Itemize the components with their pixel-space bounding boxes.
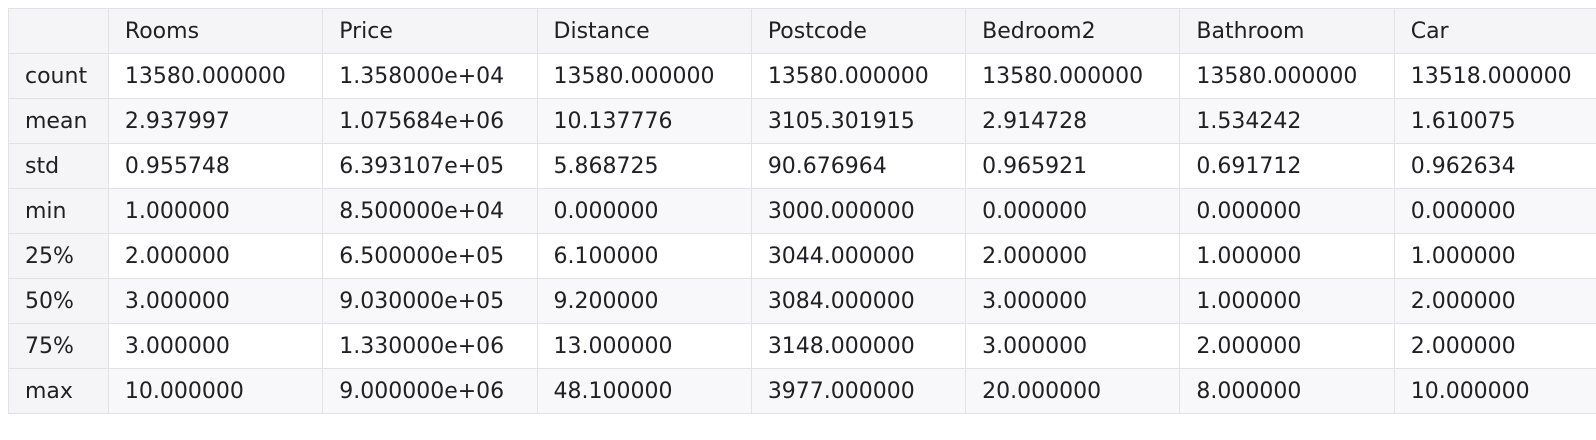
table-cell: 2.000000 <box>1179 323 1395 369</box>
table-cell: 1.358000e+04 <box>322 53 538 99</box>
table-cell: 13580.000000 <box>965 53 1181 99</box>
table-cell: 1.000000 <box>1179 278 1395 324</box>
table-row: std 0.955748 6.393107e+05 5.868725 90.67… <box>8 143 1596 189</box>
table-cell: 48.100000 <box>536 368 752 414</box>
table-cell: 9.030000e+05 <box>322 278 538 324</box>
table-cell: 6.100000 <box>536 233 752 279</box>
table-row: 75% 3.000000 1.330000e+06 13.000000 3148… <box>8 323 1596 369</box>
table-cell: 8.000000 <box>1179 368 1395 414</box>
table-cell: 0.691712 <box>1179 143 1395 189</box>
table-cell: 5.868725 <box>536 143 752 189</box>
table-cell: 10.000000 <box>1393 368 1596 414</box>
table-cell: 9.000000e+06 <box>322 368 538 414</box>
table-cell: 6.393107e+05 <box>322 143 538 189</box>
row-label: 25% <box>8 233 109 279</box>
row-label: max <box>8 368 109 414</box>
describe-table: Rooms Price Distance Postcode Bedroom2 B… <box>8 8 1596 414</box>
table-cell: 20.000000 <box>965 368 1181 414</box>
table-cell: 1.330000e+06 <box>322 323 538 369</box>
describe-table-container: Rooms Price Distance Postcode Bedroom2 B… <box>8 8 1596 440</box>
column-header-bedroom2: Bedroom2 <box>965 8 1181 54</box>
table-cell: 0.000000 <box>965 188 1181 234</box>
table-cell: 2.914728 <box>965 98 1181 144</box>
table-cell: 6.500000e+05 <box>322 233 538 279</box>
table-cell: 0.000000 <box>1179 188 1395 234</box>
table-cell: 8.500000e+04 <box>322 188 538 234</box>
table-cell: 13580.000000 <box>536 53 752 99</box>
table-row: 25% 2.000000 6.500000e+05 6.100000 3044.… <box>8 233 1596 279</box>
row-label: 75% <box>8 323 109 369</box>
table-cell: 0.000000 <box>1393 188 1596 234</box>
table-row: max 10.000000 9.000000e+06 48.100000 397… <box>8 368 1596 414</box>
table-cell: 1.534242 <box>1179 98 1395 144</box>
table-cell: 2.000000 <box>1393 323 1596 369</box>
table-row: mean 2.937997 1.075684e+06 10.137776 310… <box>8 98 1596 144</box>
table-cell: 3148.000000 <box>750 323 967 369</box>
table-row: 50% 3.000000 9.030000e+05 9.200000 3084.… <box>8 278 1596 324</box>
column-header-postcode: Postcode <box>750 8 967 54</box>
table-cell: 13580.000000 <box>1179 53 1395 99</box>
table-cell: 1.075684e+06 <box>322 98 538 144</box>
table-cell: 13518.000000 <box>1393 53 1596 99</box>
table-cell: 1.000000 <box>1179 233 1395 279</box>
table-cell: 3.000000 <box>107 323 324 369</box>
table-cell: 0.955748 <box>107 143 324 189</box>
table-cell: 13580.000000 <box>750 53 967 99</box>
header-row: Rooms Price Distance Postcode Bedroom2 B… <box>8 8 1596 54</box>
table-row: min 1.000000 8.500000e+04 0.000000 3000.… <box>8 188 1596 234</box>
table-cell: 1.000000 <box>1393 233 1596 279</box>
table-row: count 13580.000000 1.358000e+04 13580.00… <box>8 53 1596 99</box>
table-cell: 0.962634 <box>1393 143 1596 189</box>
table-cell: 3000.000000 <box>750 188 967 234</box>
row-label: 50% <box>8 278 109 324</box>
column-header-car: Car <box>1393 8 1596 54</box>
table-cell: 3.000000 <box>107 278 324 324</box>
table-cell: 13.000000 <box>536 323 752 369</box>
row-label: count <box>8 53 109 99</box>
table-cell: 13580.000000 <box>107 53 324 99</box>
table-cell: 0.965921 <box>965 143 1181 189</box>
table-cell: 3.000000 <box>965 278 1181 324</box>
table-cell: 2.000000 <box>1393 278 1596 324</box>
table-cell: 10.000000 <box>107 368 324 414</box>
column-header-distance: Distance <box>536 8 752 54</box>
column-header-rooms: Rooms <box>107 8 324 54</box>
column-header-bathroom: Bathroom <box>1179 8 1395 54</box>
table-cell: 2.937997 <box>107 98 324 144</box>
table-cell: 9.200000 <box>536 278 752 324</box>
table-cell: 10.137776 <box>536 98 752 144</box>
table-cell: 3084.000000 <box>750 278 967 324</box>
row-label: min <box>8 188 109 234</box>
table-cell: 1.000000 <box>107 188 324 234</box>
row-label: std <box>8 143 109 189</box>
index-header-cell <box>8 8 109 54</box>
table-cell: 2.000000 <box>965 233 1181 279</box>
column-header-price: Price <box>322 8 538 54</box>
table-cell: 2.000000 <box>107 233 324 279</box>
table-cell: 3105.301915 <box>750 98 967 144</box>
row-label: mean <box>8 98 109 144</box>
table-cell: 3044.000000 <box>750 233 967 279</box>
table-cell: 3977.000000 <box>750 368 967 414</box>
table-cell: 90.676964 <box>750 143 967 189</box>
table-cell: 1.610075 <box>1393 98 1596 144</box>
table-cell: 3.000000 <box>965 323 1181 369</box>
table-cell: 0.000000 <box>536 188 752 234</box>
